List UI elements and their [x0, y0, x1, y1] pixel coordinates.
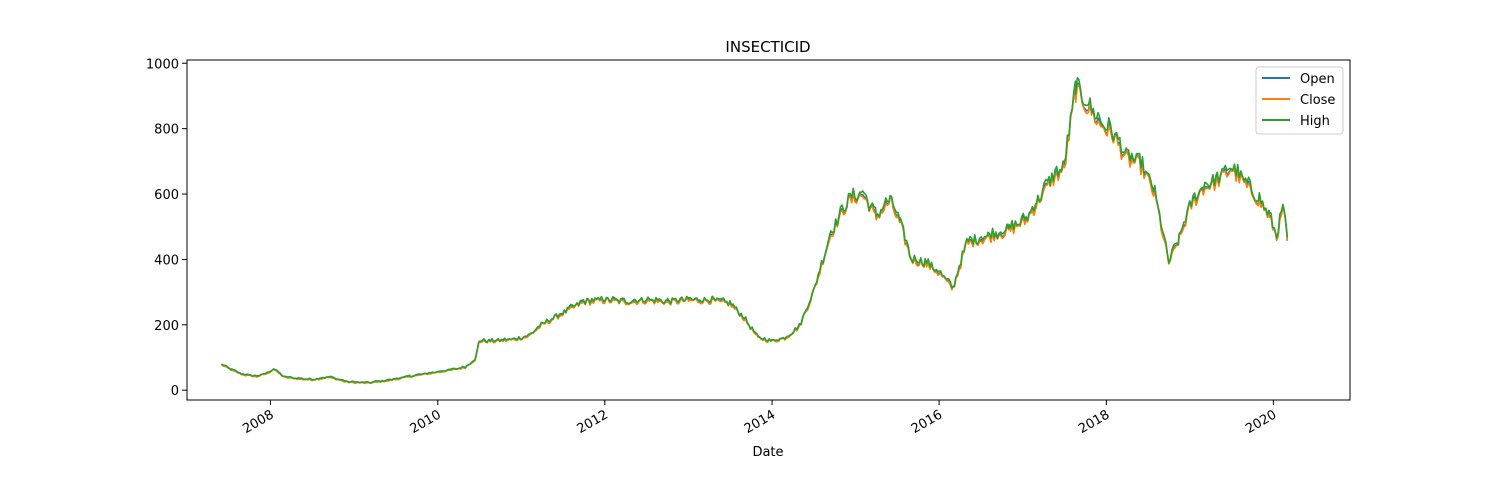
- y-tick-label: 1000: [146, 57, 179, 72]
- x-axis-label: Date: [752, 445, 783, 460]
- series-line-open: [220, 82, 1288, 384]
- x-tick-label: 2008: [240, 407, 276, 437]
- legend-frame: [1255, 66, 1344, 135]
- y-tick-label: 0: [171, 384, 179, 399]
- legend-label-close: Close: [1300, 93, 1335, 108]
- series-line-close: [220, 84, 1288, 385]
- plot-area-frame: [186, 59, 1351, 401]
- chart-title: INSECTICID: [725, 38, 810, 56]
- y-tick-label: 200: [154, 319, 179, 334]
- series-lines: [220, 77, 1288, 385]
- x-tick-label: 2014: [742, 407, 778, 437]
- x-tick-label: 2020: [1243, 407, 1279, 437]
- y-tick-label: 400: [154, 253, 179, 268]
- x-tick-label: 2010: [408, 407, 444, 437]
- x-tick-label: 2012: [575, 407, 611, 437]
- legend: Open Close High: [1255, 66, 1344, 135]
- y-axis: 0 200 400 600 800 1000: [146, 57, 187, 399]
- y-tick-label: 800: [154, 123, 179, 138]
- x-tick-label: 2016: [909, 407, 945, 437]
- legend-label-high: High: [1300, 114, 1330, 129]
- y-tick-label: 600: [154, 188, 179, 203]
- x-axis: 2008 2010 2012 2014 2016 2018 2020: [240, 400, 1279, 437]
- legend-label-open: Open: [1300, 72, 1335, 87]
- series-line-high: [221, 77, 1288, 384]
- x-tick-label: 2018: [1076, 407, 1112, 437]
